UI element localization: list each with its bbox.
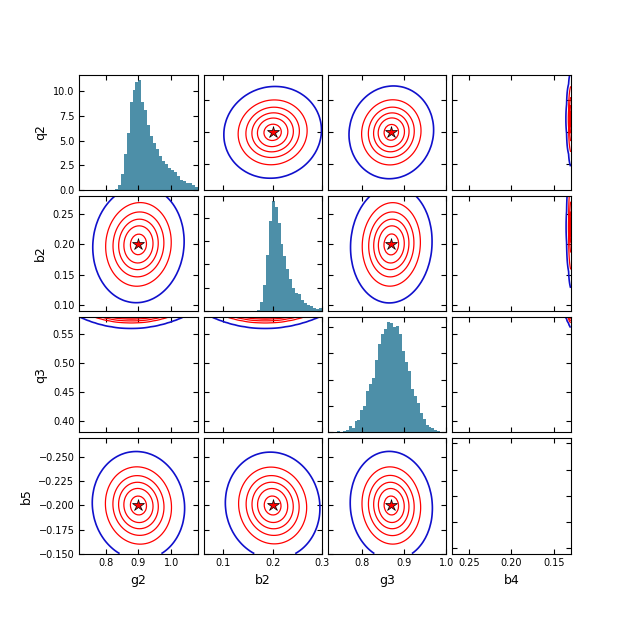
Bar [165, 164, 168, 190]
Bar [168, 168, 171, 190]
Bar [191, 185, 195, 190]
Bar [434, 430, 437, 432]
Bar [390, 323, 393, 432]
Bar [425, 424, 429, 432]
Bar [384, 329, 387, 432]
Bar [414, 396, 417, 432]
Bar [310, 305, 313, 311]
Y-axis label: b2: b2 [34, 246, 47, 261]
Bar [381, 334, 384, 432]
Bar [283, 256, 287, 311]
Bar [162, 161, 165, 190]
Bar [420, 413, 423, 432]
Bar [195, 187, 198, 190]
Bar [358, 420, 361, 432]
Bar [411, 389, 414, 432]
Bar [153, 143, 156, 190]
Bar [287, 269, 289, 311]
Bar [129, 102, 133, 190]
Bar [298, 294, 301, 311]
Bar [159, 156, 162, 190]
Bar [304, 304, 307, 311]
Bar [147, 125, 150, 190]
Bar [127, 133, 129, 190]
Bar [387, 322, 390, 432]
Bar [363, 406, 366, 432]
Bar [346, 430, 349, 432]
Bar [138, 80, 141, 190]
Bar [269, 221, 271, 311]
Bar [145, 110, 147, 190]
Bar [393, 327, 396, 432]
Bar [257, 310, 260, 311]
Y-axis label: q3: q3 [34, 367, 47, 383]
Bar [292, 287, 295, 311]
Bar [275, 207, 278, 311]
Bar [171, 170, 174, 190]
Bar [124, 154, 127, 190]
Bar [278, 223, 280, 311]
Bar [260, 302, 262, 311]
Bar [432, 428, 434, 432]
Bar [372, 378, 375, 432]
Bar [361, 411, 363, 432]
Bar [301, 300, 304, 311]
Bar [429, 427, 432, 432]
Bar [174, 172, 177, 190]
Bar [316, 309, 319, 311]
Bar [150, 136, 153, 190]
Bar [177, 176, 180, 190]
Bar [343, 430, 346, 432]
Bar [313, 309, 316, 311]
Bar [133, 90, 136, 190]
Bar [370, 384, 372, 432]
Bar [280, 244, 283, 311]
X-axis label: g3: g3 [379, 574, 395, 587]
Bar [189, 183, 191, 190]
Bar [375, 360, 378, 432]
Bar [183, 181, 186, 190]
Bar [319, 309, 322, 311]
Bar [136, 82, 138, 190]
Bar [307, 305, 310, 311]
Bar [437, 430, 441, 432]
Bar [295, 294, 298, 311]
Bar [262, 285, 266, 311]
Bar [120, 174, 124, 190]
Bar [180, 180, 183, 190]
Y-axis label: q2: q2 [34, 124, 48, 141]
Bar [156, 149, 159, 190]
Bar [366, 391, 370, 432]
X-axis label: b2: b2 [255, 574, 271, 587]
Bar [118, 185, 120, 190]
Bar [349, 425, 352, 432]
Bar [399, 334, 402, 432]
Bar [402, 351, 405, 432]
Bar [405, 362, 408, 432]
Bar [408, 371, 411, 432]
Bar [186, 183, 189, 190]
Bar [417, 404, 420, 432]
Bar [271, 202, 275, 311]
Bar [141, 102, 145, 190]
Bar [354, 421, 358, 432]
Bar [289, 279, 292, 311]
Y-axis label: b5: b5 [20, 488, 33, 504]
X-axis label: b4: b4 [503, 574, 519, 587]
Bar [423, 419, 425, 432]
Bar [378, 344, 381, 432]
Bar [266, 255, 269, 311]
Bar [352, 427, 354, 432]
X-axis label: g2: g2 [131, 574, 146, 587]
Bar [396, 326, 399, 432]
